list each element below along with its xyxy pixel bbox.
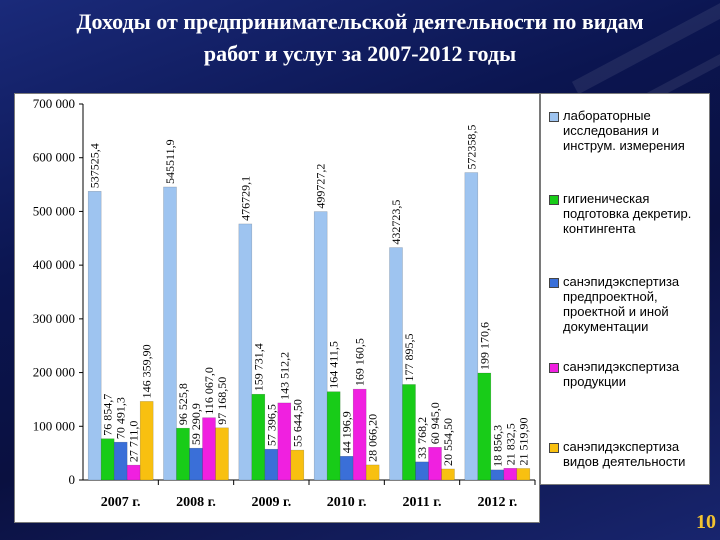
data-label: 164 411,5 <box>327 341 341 389</box>
slide-title-line-1: Доходы от предпринимательской деятельнос… <box>76 9 644 34</box>
data-label: 44 196,9 <box>340 411 354 453</box>
data-label: 76 854,7 <box>101 394 115 436</box>
data-label: 432723,5 <box>389 200 403 245</box>
x-tick-label: 2008 г. <box>176 495 216 510</box>
bar <box>189 447 203 481</box>
data-label: 572358,5 <box>464 125 478 170</box>
y-tick-label: 400 000 <box>33 257 75 272</box>
legend-label: санэпидэкспертиза видов деятельности <box>563 439 686 469</box>
bar <box>365 464 380 481</box>
data-label: 70 491,3 <box>114 397 128 439</box>
bar <box>441 468 455 481</box>
bar <box>163 186 177 481</box>
bar <box>313 211 328 481</box>
legend-label: санэпидэкспертиза продукции <box>563 359 680 389</box>
y-tick-label: 700 000 <box>33 96 75 111</box>
bar <box>126 464 141 481</box>
x-tick-label: 2010 г. <box>327 495 367 510</box>
data-label: 96 525,8 <box>176 383 190 425</box>
data-label: 20 554,50 <box>441 418 455 466</box>
legend-label: гигиеническая подготовка декретир. конти… <box>563 191 692 236</box>
bar <box>87 191 102 481</box>
y-tick-label: 300 000 <box>33 311 75 326</box>
data-label: 18 856,3 <box>490 425 504 467</box>
bar <box>402 384 416 481</box>
legend-swatch <box>549 112 559 122</box>
data-label: 499727,2 <box>314 164 328 209</box>
legend-swatch <box>549 195 559 205</box>
bar <box>290 449 305 481</box>
bar <box>215 427 229 481</box>
data-label: 57 396,5 <box>264 404 278 446</box>
bar <box>339 456 354 481</box>
bar <box>516 468 531 481</box>
data-label: 146 359,90 <box>140 344 154 398</box>
legend-swatch <box>549 443 559 453</box>
bar <box>264 448 279 481</box>
bar <box>428 447 442 481</box>
bar-chart: 0 100 000 200 000 300 000 400 000 500 000 600 … <box>33 96 536 510</box>
data-label: 159 731,4 <box>251 343 265 391</box>
data-label: 97 168,50 <box>215 377 229 425</box>
data-label: 143 512,2 <box>277 352 291 400</box>
y-tick-label: 500 000 <box>33 203 75 218</box>
bar <box>277 402 292 481</box>
bar <box>238 223 253 481</box>
slide-title: Доходы от предпринимательской деятельнос… <box>0 6 720 70</box>
data-label: 537525,4 <box>88 143 102 188</box>
legend-swatch <box>549 363 559 373</box>
bar <box>464 172 479 481</box>
bar <box>352 388 367 481</box>
chart-legend: лабораторные исследования и инструм. изм… <box>540 93 710 485</box>
bar <box>503 468 518 481</box>
bar <box>202 417 216 481</box>
x-tick-label: 2007 г. <box>101 495 141 510</box>
data-label: 116 067,0 <box>202 367 216 415</box>
data-label: 177 895,5 <box>402 333 416 381</box>
data-label: 55 644,50 <box>290 399 304 447</box>
chart-panel: 0 100 000 200 000 300 000 400 000 500 000 600 … <box>14 93 540 523</box>
page-number: 10 <box>696 511 716 533</box>
bar <box>113 441 128 481</box>
bar <box>251 393 266 481</box>
bar <box>477 372 492 481</box>
slide-title-line-2: работ и услуг за 2007-2012 годы <box>203 41 517 66</box>
legend-label: лабораторные исследования и инструм. изм… <box>563 108 685 153</box>
data-label: 28 066,20 <box>366 414 380 462</box>
y-tick-label: 600 000 <box>33 150 75 165</box>
bar <box>415 461 429 481</box>
data-label: 33 768,2 <box>415 417 429 459</box>
data-label: 199 170,6 <box>477 322 491 370</box>
data-label: 60 945,0 <box>428 402 442 444</box>
y-tick-label: 200 000 <box>33 365 75 380</box>
bar <box>139 401 154 481</box>
data-label: 545511,9 <box>163 139 177 184</box>
bar <box>490 469 505 481</box>
bar <box>389 247 403 481</box>
bar <box>326 391 341 481</box>
data-label: 169 160,5 <box>353 338 367 386</box>
bar <box>100 438 115 481</box>
data-label: 59 290,9 <box>189 403 203 445</box>
legend-label: санэпидэкспертиза предпроектной, проектн… <box>563 274 680 334</box>
legend-swatch <box>549 278 559 288</box>
bar <box>176 427 190 481</box>
data-label: 476729,1 <box>238 176 252 221</box>
y-tick-label: 0 <box>69 472 76 487</box>
x-tick-label: 2012 г. <box>477 495 517 510</box>
x-tick-label: 2009 г. <box>251 495 291 510</box>
data-label: 21 519,90 <box>516 417 530 465</box>
data-label: 21 832,5 <box>503 423 517 465</box>
y-tick-label: 100 000 <box>33 418 75 433</box>
x-tick-label: 2011 г. <box>402 495 441 510</box>
data-label: 27 711,0 <box>127 421 141 463</box>
